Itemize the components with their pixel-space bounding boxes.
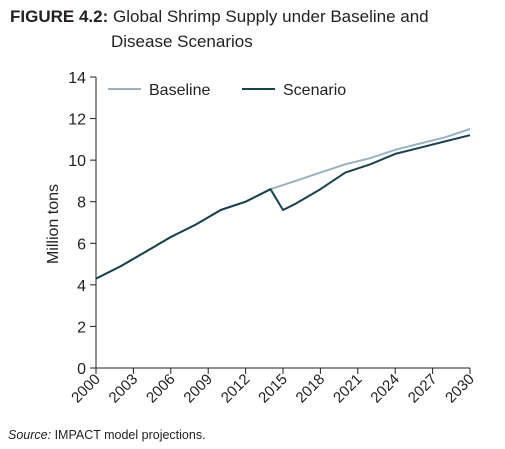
y-tick-label: 14: [68, 70, 86, 87]
chart-series: [95, 128, 471, 280]
source-note: Source: IMPACT model projections.: [8, 428, 206, 442]
source-text: IMPACT model projections.: [54, 428, 206, 442]
y-tick-label: 8: [77, 195, 86, 212]
x-tick-label: 2018: [293, 371, 329, 407]
series-line-scenario: [95, 134, 471, 280]
series-line-baseline: [95, 128, 471, 280]
x-tick-label: 2003: [106, 371, 142, 407]
y-axis-label: Million tons: [45, 184, 62, 264]
y-tick-label: 4: [77, 278, 86, 295]
y-tick-label: 0: [77, 361, 86, 378]
source-label: Source:: [8, 428, 52, 442]
x-tick-label: 2027: [405, 371, 441, 407]
y-tick-label: 6: [77, 236, 86, 253]
y-tick-label: 12: [68, 112, 86, 129]
x-tick-label: 2006: [143, 371, 179, 407]
x-tick-label: 2012: [218, 371, 254, 407]
legend-label-baseline: Baseline: [149, 82, 210, 99]
figure-label: FIGURE 4.2:: [10, 7, 109, 26]
x-tick-label: 2024: [367, 371, 403, 407]
y-tick-label: 2: [77, 319, 86, 336]
figure-title: FIGURE 4.2: Global Shrimp Supply under B…: [10, 4, 500, 54]
x-tick-label: 2021: [330, 371, 366, 407]
x-tick-label: 2030: [442, 371, 478, 407]
figure-title-line1: Global Shrimp Supply under Baseline and: [112, 7, 429, 26]
chart-legend: Baseline Scenario: [108, 82, 346, 99]
x-tick-label: 2015: [255, 371, 291, 407]
legend-label-scenario: Scenario: [283, 82, 346, 99]
x-tick-label: 2000: [68, 371, 104, 407]
y-tick-label: 10: [68, 153, 86, 170]
x-tick-label: 2009: [180, 371, 216, 407]
figure-title-line2: Disease Scenarios: [111, 32, 253, 51]
